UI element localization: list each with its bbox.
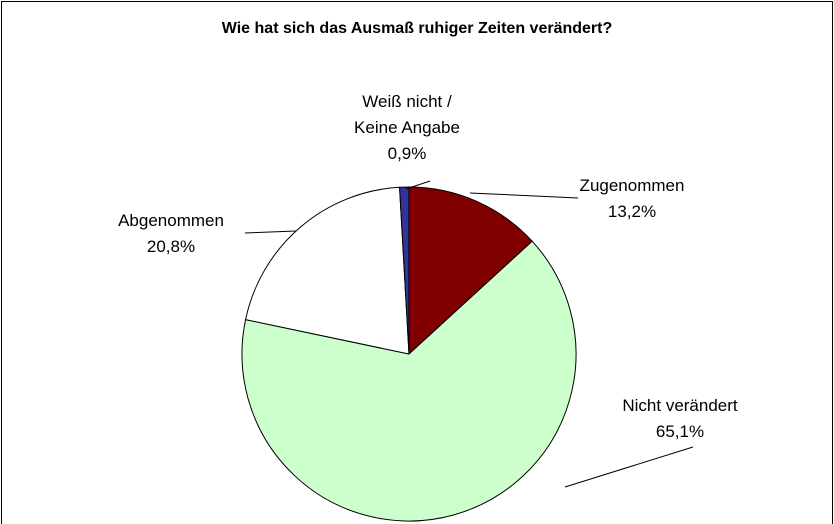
slice-label: Weiß nicht / Keine Angabe [354,92,460,137]
leader-line [405,180,431,190]
pie-slice [399,186,410,355]
leader-line [244,230,297,234]
slice-label: Abgenommen [118,211,224,230]
leader-line [564,446,694,488]
slice-value: 13,2% [607,202,657,221]
slice-value: 0,9% [387,144,427,163]
pie-slice [408,186,533,356]
pie-slice [244,186,410,355]
slice-value: 20,8% [146,237,196,256]
slice-value: 65,1% [655,422,705,441]
slice-label: Zugenommen [579,176,685,195]
slice-label: Nicht verändert [622,396,738,415]
pie-slice [241,240,577,522]
chart-title: Wie hat sich das Ausmaß ruhiger Zeiten v… [221,20,613,37]
leader-line [469,192,579,199]
